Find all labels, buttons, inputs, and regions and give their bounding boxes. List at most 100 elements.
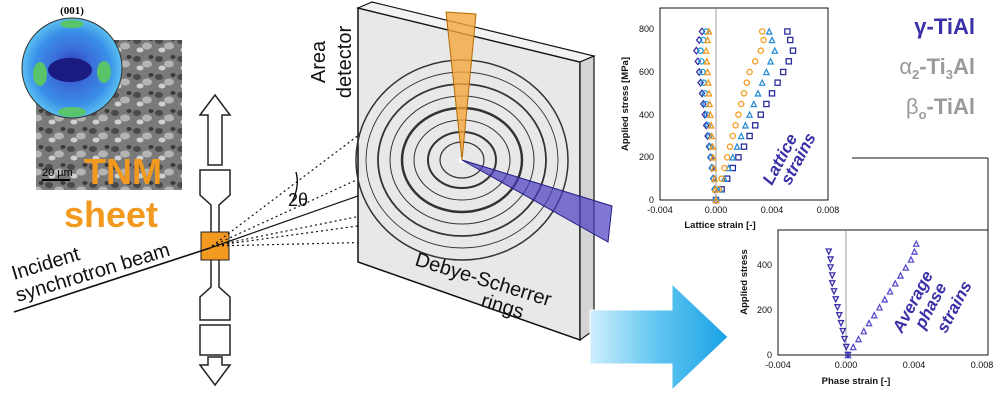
data-point [750,99,758,108]
data-point [735,154,742,161]
data-point [768,35,776,44]
data-point [849,342,857,351]
data-point [891,279,899,287]
y-axis-title: Applied stress [739,249,750,314]
data-point [760,36,767,44]
x-tick-label: 0.004 [761,205,784,215]
data-point [740,143,748,150]
x-axis-title: Phase strain [-] [822,376,891,387]
data-point [854,335,863,343]
x-tick-label: 0.000 [835,360,858,370]
legend-gamma: γ-TiAl [914,14,975,39]
y-axis-title: Applied stress [MPa] [620,57,631,151]
diffraction-wedge-horizontal [461,159,613,243]
x-tick-label: 0.008 [817,205,840,215]
data-point [703,67,712,76]
data-point [698,89,706,98]
data-point [706,110,715,118]
data-point [865,319,873,327]
sample-title-line1: TNM [84,151,162,192]
data-point [774,79,781,86]
marks-layer [825,239,920,360]
data-point [712,195,720,204]
data-point [762,67,771,76]
data-point [758,78,766,86]
data-point [763,100,770,108]
data-point [842,343,850,352]
data-point [860,327,868,335]
data-point [825,248,833,256]
data-point [702,121,710,130]
data-point [779,68,787,76]
data-point [828,272,836,280]
data-point [881,295,889,303]
data-point [729,132,737,140]
data-point [768,90,776,97]
data-point [741,121,750,129]
x-axis-title: Lattice strain [-] [684,220,755,231]
data-point [703,57,711,65]
data-point [832,296,840,304]
legend-alpha2: α2-Ti3Al [899,54,975,82]
y-tick-label: 800 [639,24,654,34]
data-point [707,121,715,129]
data-point [695,67,703,77]
data-point [754,89,762,97]
data-point [705,89,713,97]
data-point [733,142,741,150]
data-point [701,110,709,119]
phase-strain-chart: 0 200 400 -0.004 0.000 0.004 0.008 Phase… [739,157,993,387]
angle-label: 2θ [288,190,308,210]
data-point [721,164,728,172]
area-detector [355,1,596,342]
data-point [826,264,835,272]
data-point [828,280,836,288]
y-tick-label: 200 [757,305,772,315]
data-point [765,27,773,35]
detector-label-line1: Area [308,40,330,83]
data-point [910,247,919,255]
data-point [875,303,884,311]
data-point [912,239,920,247]
data-point [732,122,739,129]
pole-figure-label: (001) [60,5,84,17]
data-point [726,143,734,150]
data-point [785,58,793,65]
data-point [702,46,710,54]
data-point [826,256,835,264]
data-point [703,35,712,44]
data-point [704,78,712,86]
lattice-strain-chart: 0 200 400 600 800 -0.004 0.000 0.004 0.0… [620,7,840,231]
data-point [706,99,714,108]
data-point [758,28,766,35]
x-tick-label: 0.004 [903,360,926,370]
data-point [708,131,716,140]
angle-arc [291,171,299,203]
y-tick-label: 400 [639,110,654,120]
data-point [771,46,779,54]
data-point [746,68,753,76]
y-tick-label: 400 [757,260,772,270]
data-point [710,174,719,182]
data-point [737,131,745,140]
data-point [751,122,759,129]
diffraction-wedge-vertical [445,11,477,161]
x-tick-label: 0.000 [705,205,728,215]
data-point [710,163,718,172]
data-point [718,175,725,182]
legend-beta: βo-TiAl [906,94,975,122]
data-point [844,351,852,360]
data-point [729,153,737,161]
data-point [737,100,745,108]
data-point [784,28,791,35]
data-point [711,185,719,193]
scale-bar-label: 20 µm [42,167,73,179]
data-point [699,99,707,109]
data-point [886,287,894,295]
y-tick-label: 0 [767,350,772,360]
data-point [720,174,729,182]
x-tick-label: -0.004 [647,205,673,215]
y-tick-label: 0 [649,195,654,205]
data-point [699,68,706,76]
data-point [735,111,742,118]
